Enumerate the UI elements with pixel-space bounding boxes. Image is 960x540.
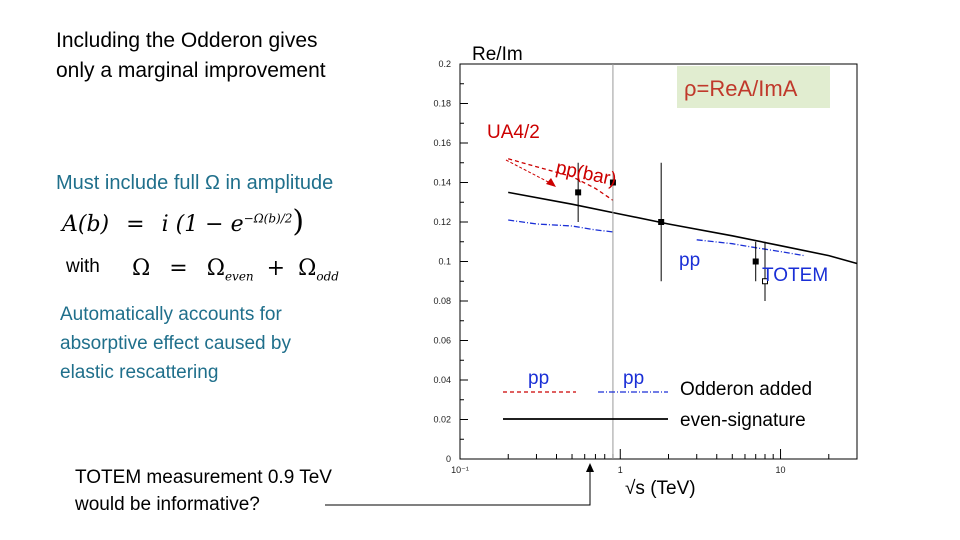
- y-tick-label: 0.2: [438, 59, 451, 69]
- ua4-arrow: [505, 159, 555, 186]
- ppbar-label: pp(bar): [554, 157, 618, 190]
- with-label: with: [66, 256, 100, 277]
- absorptive-line-3: elastic rescattering: [60, 362, 219, 383]
- absorptive-line-1: Automatically accounts for: [60, 304, 282, 325]
- legend-pp-1: pp: [528, 368, 549, 389]
- y-tick-label: 0.02: [433, 415, 451, 425]
- pp-label: pp: [679, 250, 700, 271]
- y-tick-label: 0.12: [433, 217, 451, 227]
- data-point-2: [658, 219, 665, 225]
- absorptive-text: Automatically accounts for absorptive ef…: [60, 300, 291, 387]
- absorptive-line-2: absorptive effect caused by: [60, 333, 291, 354]
- data-point-1: [609, 179, 616, 186]
- ua4-label: UA4/2: [487, 122, 540, 143]
- y-tick-label: 0: [446, 454, 451, 464]
- omega-equation: Ω = Ωeven + Ωodd: [132, 256, 339, 283]
- legend-pp-2: pp: [623, 368, 644, 389]
- amplitude-equation: A(b) = i (1 − e−Ω(b)/2): [62, 204, 304, 239]
- ua4-arrowhead: [546, 178, 556, 187]
- y-tick-label: 0.08: [433, 296, 451, 306]
- y-tick-label: 0.14: [433, 178, 451, 188]
- rho-box-label: ρ=ReA/ImA: [684, 76, 798, 101]
- eq1-close: ): [292, 204, 305, 239]
- totem-question: TOTEM measurement 0.9 TeV would be infor…: [75, 464, 332, 518]
- data-point-0: [575, 189, 582, 196]
- data-point-3: [752, 258, 759, 265]
- totem-line-1: TOTEM measurement 0.9 TeV: [75, 467, 332, 488]
- totem-line-2: would be informative?: [75, 494, 260, 515]
- eq2-lhs: Ω: [132, 256, 151, 281]
- slide-title: Including the Odderon gives only a margi…: [56, 26, 326, 86]
- eq1-exponent: −Ω(b)/2: [243, 211, 293, 226]
- series-line-1: [508, 158, 614, 201]
- totem-pointer-arrowhead: [586, 463, 594, 472]
- eq2-term2: Ω: [298, 256, 317, 281]
- eq2-term1: Ω: [206, 256, 225, 281]
- y-tick-label: 0.1: [438, 257, 451, 267]
- chart-title: Re/Im: [472, 44, 523, 65]
- eq2-sub2: odd: [316, 269, 339, 284]
- x-axis-label: √s (TeV): [625, 478, 696, 499]
- eq2-sub1: even: [224, 269, 254, 284]
- y-tick-label: 0.18: [433, 99, 451, 109]
- rho-box: [677, 66, 830, 108]
- totem-pointer-line: [325, 468, 591, 506]
- eq1-lhs: A(b): [62, 212, 110, 237]
- title-line-1: Including the Odderon gives: [56, 29, 318, 52]
- legend-even: even-signature: [680, 410, 806, 431]
- x-tick-label: 10: [776, 465, 786, 475]
- y-tick-label: 0.06: [433, 336, 451, 346]
- title-line-2: only a marginal improvement: [56, 59, 326, 82]
- x-tick-label: 10⁻¹: [451, 465, 469, 475]
- must-include-text: Must include full Ω in amplitude: [56, 172, 334, 194]
- data-point-4: [762, 278, 769, 285]
- eq2-plus: +: [266, 256, 286, 281]
- series-line-2: [508, 219, 613, 233]
- eq2-equals: =: [169, 256, 188, 281]
- y-tick-label: 0.04: [433, 375, 451, 385]
- totem-label: TOTEM: [762, 265, 828, 286]
- x-tick-label: 1: [618, 465, 623, 475]
- eq1-equals: =: [126, 212, 145, 237]
- series-line-0: [508, 191, 858, 265]
- eq1-rhs: i (1 − e: [161, 212, 244, 237]
- y-tick-label: 0.16: [433, 138, 451, 148]
- legend-odderon: Odderon added: [680, 379, 812, 400]
